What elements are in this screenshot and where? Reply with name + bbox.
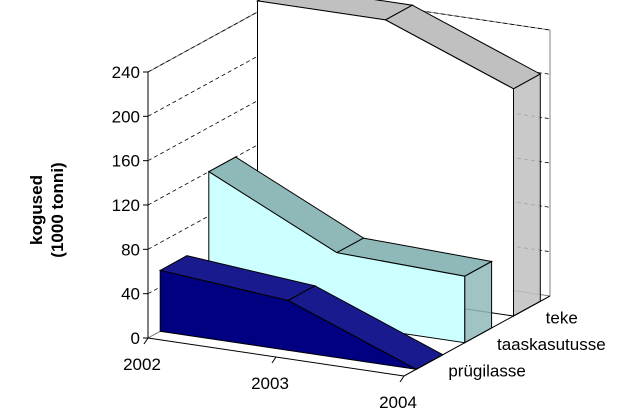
y-axis-title-line2: (1000 tonni) <box>48 162 67 257</box>
y-tick-label: 160 <box>112 152 140 171</box>
y-tick-label: 120 <box>112 196 140 215</box>
series-ribbons <box>158 0 542 370</box>
x-tick <box>143 337 149 345</box>
gridline <box>147 0 551 73</box>
axes <box>143 71 551 383</box>
y-axis-title-line1: kogused <box>27 175 46 245</box>
x-tick <box>271 356 277 364</box>
series-label: teke <box>546 308 578 327</box>
series-depth-labels: prügilasse taaskasutusse teke <box>448 308 605 380</box>
y-tick-label: 200 <box>112 107 140 126</box>
series-label: prügilasse <box>448 362 526 381</box>
depth-axis-line <box>403 295 551 377</box>
series-front-face <box>159 269 417 370</box>
x-tick-label: 2004 <box>379 393 417 412</box>
y-tick-label: 80 <box>121 240 140 259</box>
x-tick-label: 2002 <box>123 355 161 374</box>
x-tick-labels: 2002 2003 2004 <box>123 355 417 412</box>
x-tick-label: 2003 <box>251 374 289 393</box>
y-tick-labels: 0 40 80 120 160 200 240 <box>112 63 140 348</box>
y-tick-label: 240 <box>112 63 140 82</box>
series-label: taaskasutusse <box>497 335 606 354</box>
series-1 <box>158 255 444 370</box>
y-tick-label: 0 <box>131 329 140 348</box>
x-tick <box>399 375 405 383</box>
series-end-cap <box>513 73 541 317</box>
y-tick-label: 40 <box>121 285 140 304</box>
